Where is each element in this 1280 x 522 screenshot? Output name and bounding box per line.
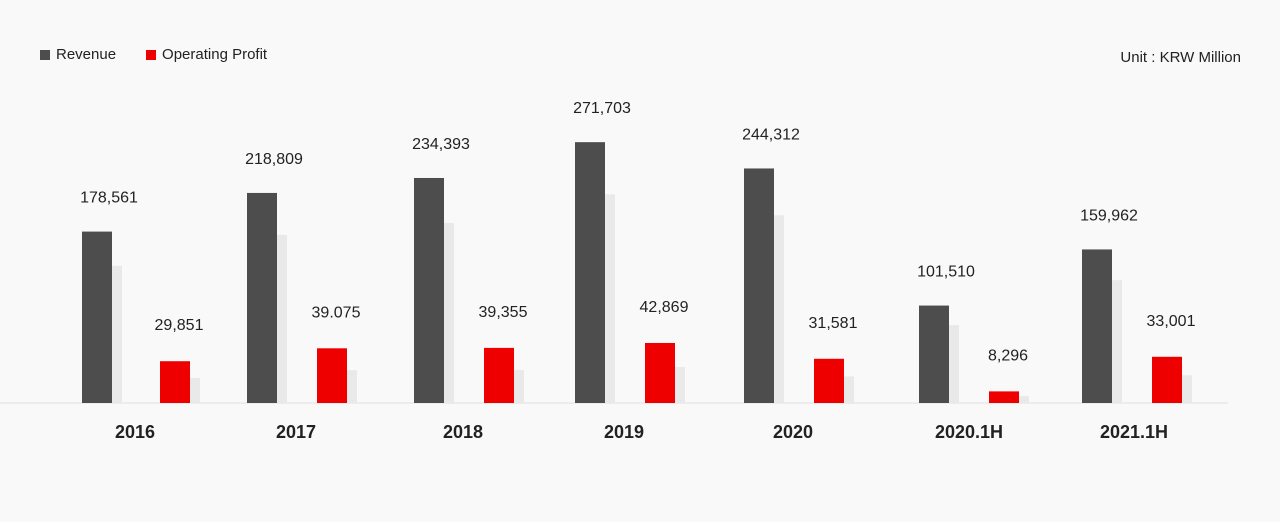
bar-shadow-operating-profit-2021-1h <box>1182 375 1192 403</box>
category-label-2017: 2017 <box>276 422 316 442</box>
bar-shadow-revenue-2017 <box>277 234 287 403</box>
bar-shadow-revenue-2016 <box>112 265 122 403</box>
legend-label-revenue: Revenue <box>56 46 117 63</box>
data-label-revenue-2017: 218,809 <box>245 151 303 168</box>
bar-operating-profit-2016 <box>160 361 190 403</box>
bar-revenue-2016 <box>82 231 112 403</box>
legend-swatch-operating-profit <box>146 49 157 60</box>
bar-operating-profit-2020-1h <box>989 391 1019 403</box>
legend-swatch-revenue <box>40 49 50 60</box>
data-label-revenue-2016: 178,561 <box>80 190 138 207</box>
bar-shadow-operating-profit-2020 <box>844 376 854 403</box>
bar-shadow-operating-profit-2017 <box>347 370 357 403</box>
data-label-operating-profit-2016: 29,851 <box>155 317 204 334</box>
category-label-2020: 2020 <box>773 422 813 442</box>
bar-shadow-operating-profit-2019 <box>675 366 685 403</box>
data-label-operating-profit-2021-1h: 33,001 <box>1147 313 1196 330</box>
bar-revenue-2020-1h <box>919 305 949 403</box>
data-label-operating-profit-2020: 31,581 <box>809 315 858 332</box>
bar-revenue-2019 <box>575 142 605 404</box>
category-label-2021-1h: 2021.1H <box>1100 422 1168 442</box>
data-label-revenue-2019: 271,703 <box>573 100 631 117</box>
bar-operating-profit-2019 <box>645 342 675 403</box>
bar-shadow-revenue-2020-1h <box>949 325 959 403</box>
category-label-2019: 2019 <box>604 422 644 442</box>
data-label-revenue-2021-1h: 159,962 <box>1080 207 1138 224</box>
category-label-2018: 2018 <box>443 422 483 442</box>
legend: Revenue Operating Profit <box>40 46 297 63</box>
data-label-operating-profit-2019: 42,869 <box>640 299 689 316</box>
bar-operating-profit-2018 <box>484 347 514 403</box>
category-label-2016: 2016 <box>115 422 155 442</box>
bar-shadow-operating-profit-2018 <box>514 369 524 403</box>
unit-label: Unit : KRW Million <box>1120 49 1241 66</box>
bar-shadow-revenue-2019 <box>605 194 615 403</box>
category-label-2020-1h: 2020.1H <box>935 422 1003 442</box>
bar-revenue-2021-1h <box>1082 249 1112 403</box>
bar-operating-profit-2017 <box>317 348 347 403</box>
data-label-operating-profit-2017: 39.075 <box>312 304 361 321</box>
bar-revenue-2020 <box>744 168 774 403</box>
bar-shadow-revenue-2020 <box>774 215 784 403</box>
data-label-revenue-2020: 244,312 <box>742 126 800 143</box>
data-label-revenue-2018: 234,393 <box>412 136 470 153</box>
bar-revenue-2018 <box>414 177 444 403</box>
legend-item-revenue: Revenue <box>40 46 116 63</box>
legend-item-operating-profit: Operating Profit <box>146 46 267 63</box>
bar-shadow-operating-profit-2020-1h <box>1019 396 1029 403</box>
bar-shadow-operating-profit-2016 <box>190 377 200 403</box>
data-label-revenue-2020-1h: 101,510 <box>917 264 975 281</box>
data-label-operating-profit-2020-1h: 8,296 <box>988 347 1028 364</box>
data-label-operating-profit-2018: 39,355 <box>479 304 528 321</box>
bar-shadow-revenue-2021-1h <box>1112 280 1122 403</box>
bar-revenue-2017 <box>247 192 277 403</box>
bar-shadow-revenue-2018 <box>444 222 454 403</box>
bar-operating-profit-2021-1h <box>1152 356 1182 403</box>
legend-label-operating-profit: Operating Profit <box>162 46 268 63</box>
bar-operating-profit-2020 <box>814 358 844 403</box>
